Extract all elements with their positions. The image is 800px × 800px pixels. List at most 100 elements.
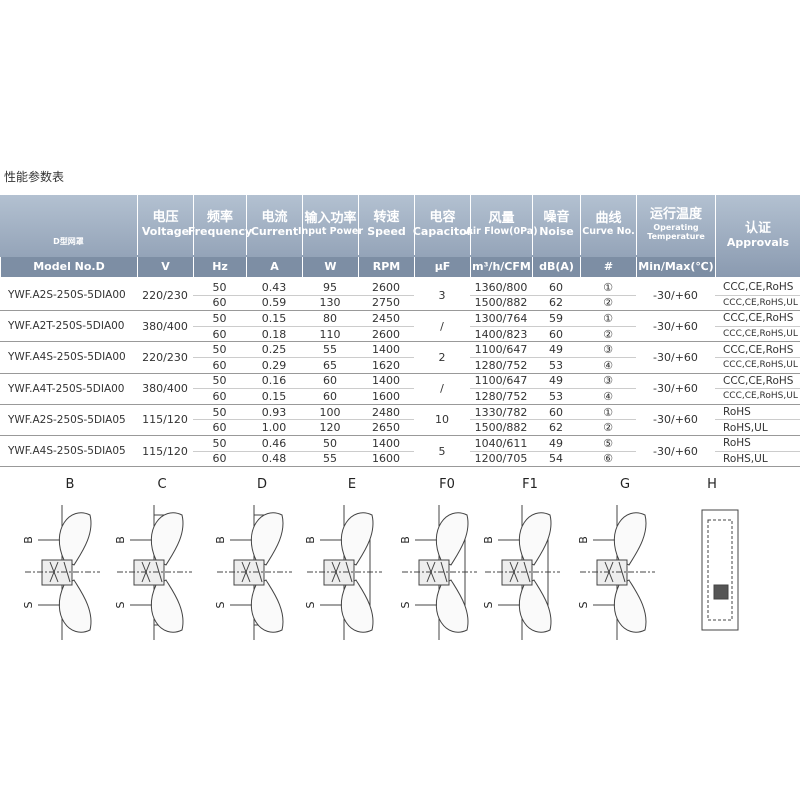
diagram-label: H: [707, 477, 717, 492]
column-header: 转速 Speed: [358, 195, 414, 255]
cell: 0.15: [246, 311, 302, 327]
cell: 1100/647: [470, 374, 532, 390]
header-en: Operating Temperature: [647, 223, 705, 242]
dimension-label: S: [214, 601, 227, 608]
header-cn: 曲线: [595, 211, 622, 227]
diagram-label: D: [257, 477, 267, 492]
cell: 49: [532, 342, 580, 358]
cell: 120: [302, 420, 358, 436]
blade-top: [250, 512, 284, 566]
unit-header: A: [246, 257, 302, 277]
cell: 1600: [358, 389, 414, 405]
image-label: D型网罩: [53, 237, 84, 247]
voltage: 115/120: [137, 405, 193, 436]
dimension-label: B: [22, 536, 35, 544]
temperature: -30/+60: [636, 436, 715, 468]
cell: 110: [302, 327, 358, 343]
cell: 53: [532, 389, 580, 405]
diagram-label: G: [620, 477, 630, 492]
cell: 2750: [358, 296, 414, 312]
motor: [713, 584, 729, 600]
cell: 60: [193, 296, 246, 312]
column-header: 电容 Capacitor: [412, 195, 473, 255]
cell: ①: [580, 280, 636, 296]
unit-header: V: [137, 257, 193, 277]
cell: 50: [193, 342, 246, 358]
cell: 100: [302, 405, 358, 421]
cell: CCC,CE,RoHS: [715, 342, 800, 358]
cell: 1300/764: [470, 311, 532, 327]
voltage: 115/120: [137, 436, 193, 468]
cell: 60: [193, 420, 246, 436]
cell: 59: [532, 311, 580, 327]
cell: 1500/882: [470, 296, 532, 312]
plate: [707, 519, 733, 621]
cell: ③: [580, 374, 636, 390]
cell: 2650: [358, 420, 414, 436]
header-en: Frequency: [187, 225, 253, 239]
capacitor: /: [414, 311, 470, 343]
blade-bottom: [150, 579, 184, 633]
cell: CCC,CE,RoHS,UL: [715, 389, 800, 405]
header-en: Capacitor: [412, 225, 473, 239]
cell: 62: [532, 420, 580, 436]
column-header: 电流 Current: [246, 195, 302, 255]
diagram-label: F1: [522, 477, 538, 492]
cell: 0.29: [246, 358, 302, 374]
cell: 1400: [358, 342, 414, 358]
cell: 0.46: [246, 436, 302, 452]
cell: 55: [302, 342, 358, 358]
cell: 1360/800: [470, 280, 532, 296]
cell: 49: [532, 436, 580, 452]
capacitor: /: [414, 374, 470, 405]
cell: 1400: [358, 436, 414, 452]
header-cn: 转速: [373, 210, 400, 226]
cell: 1600: [358, 452, 414, 468]
cell: ②: [580, 327, 636, 343]
cell: 0.59: [246, 296, 302, 312]
cell: RoHS: [715, 405, 800, 421]
dimension-label: B: [482, 536, 495, 544]
cell: RoHS,UL: [715, 420, 800, 436]
cell: ⑥: [580, 452, 636, 468]
temperature: -30/+60: [636, 374, 715, 405]
header-cn: 运行温度: [649, 207, 702, 223]
diagram-label: F0: [439, 477, 455, 492]
header-cn: 电流: [261, 210, 288, 226]
cell: 1280/752: [470, 389, 532, 405]
header-en: Noise: [539, 225, 574, 239]
dimension-label: S: [304, 601, 317, 608]
column-header: 输入功率 Input Power: [298, 195, 363, 255]
voltage: 380/400: [137, 311, 193, 343]
column-header: 电压 Voltage: [137, 195, 193, 255]
unit-header: Hz: [193, 257, 246, 277]
column-header: 频率 Frequency: [188, 195, 252, 255]
cell: 65: [302, 358, 358, 374]
header-cn: 认证: [744, 221, 771, 237]
cell: 0.16: [246, 374, 302, 390]
fan-drawing: [217, 505, 292, 640]
diagram-label: C: [157, 477, 166, 492]
cell: 1400: [358, 374, 414, 390]
capacitor: 10: [414, 405, 470, 436]
voltage: 380/400: [137, 374, 193, 405]
blade-top: [518, 512, 552, 566]
column-header: 风量 Air Flow(0Pa): [465, 195, 538, 255]
unit-header: µF: [414, 257, 470, 277]
cell: 50: [193, 280, 246, 296]
header-en: Curve No.: [582, 226, 635, 237]
column-header: 曲线 Curve No.: [580, 195, 636, 255]
cell: 50: [193, 405, 246, 421]
cell: ①: [580, 405, 636, 421]
fan-drawing: [580, 505, 655, 640]
cell: 62: [532, 296, 580, 312]
cell: CCC,CE,RoHS,UL: [715, 358, 800, 374]
cell: ④: [580, 358, 636, 374]
fan-drawing: [25, 505, 100, 640]
cell: 1280/752: [470, 358, 532, 374]
cell: CCC,CE,RoHS: [715, 311, 800, 327]
cell: ⑤: [580, 436, 636, 452]
cell: 49: [532, 374, 580, 390]
